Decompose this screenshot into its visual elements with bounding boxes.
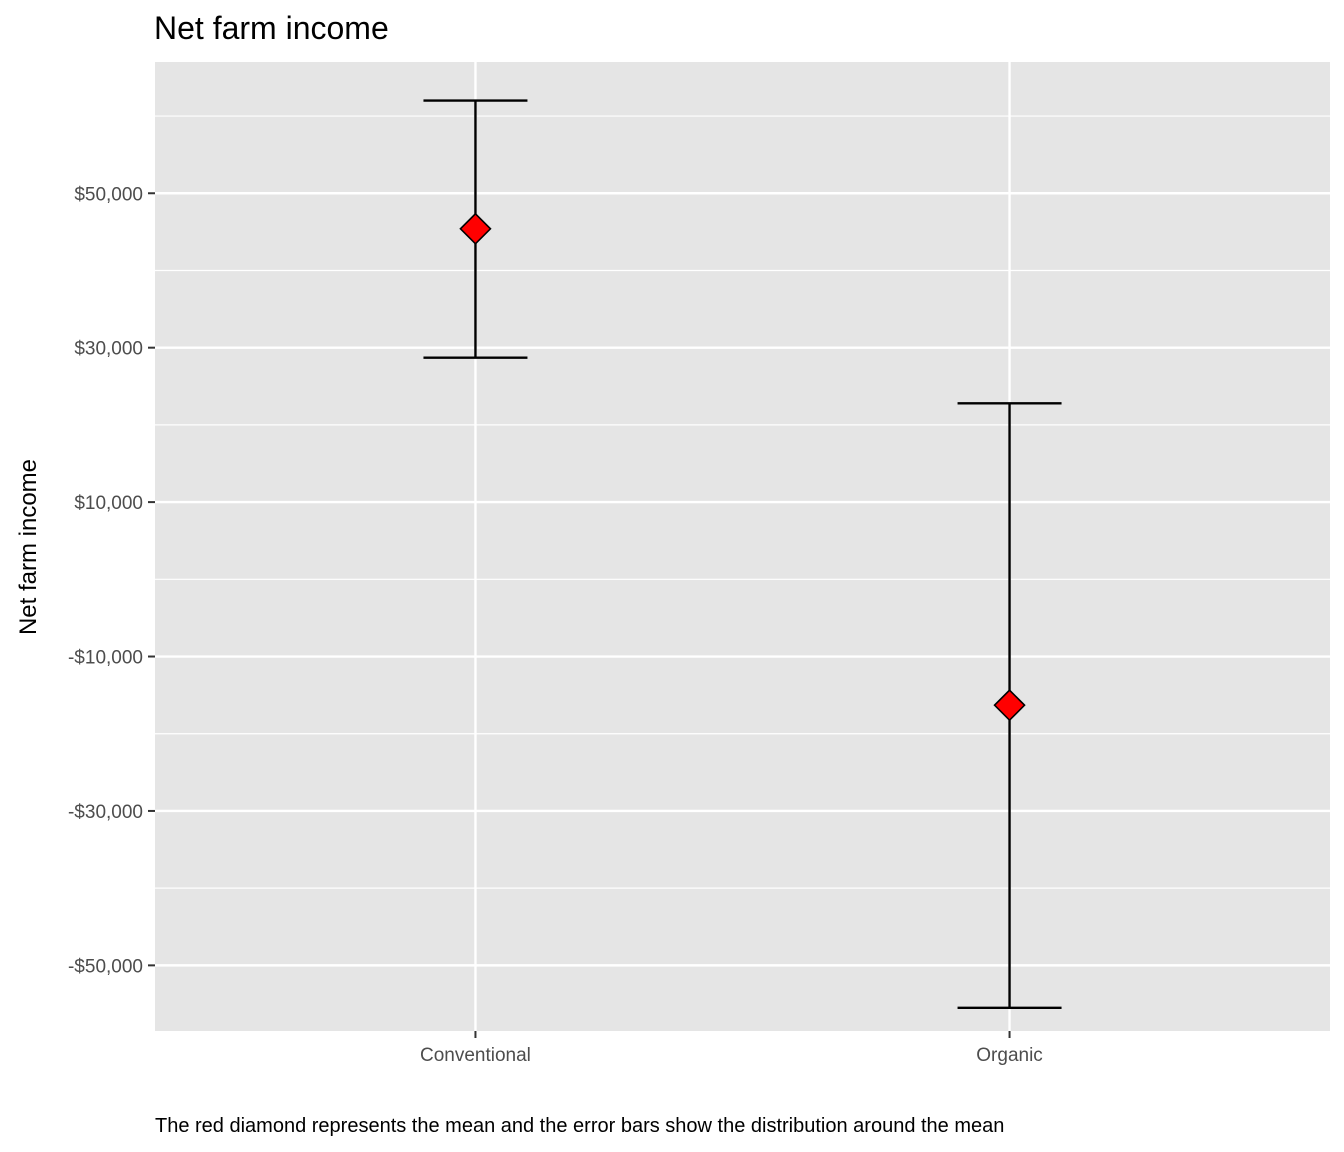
mean-diamond	[993, 689, 1026, 722]
y-tick-label: -$30,000	[68, 802, 143, 823]
y-tick-label: -$10,000	[68, 648, 143, 669]
x-tick-label: Organic	[976, 1045, 1043, 1066]
x-tick-label: Conventional	[420, 1045, 531, 1066]
mean-diamond	[459, 212, 492, 245]
chart-title: Net farm income	[154, 10, 389, 46]
minor-gridlines	[155, 115, 1330, 889]
x-axis-ticks: Conventional Organic	[420, 1031, 1043, 1066]
y-axis-title: Net farm income	[15, 459, 42, 635]
y-tick-label: $50,000	[74, 184, 143, 205]
y-tick-label: $30,000	[74, 339, 143, 360]
y-tick-label: -$50,000	[68, 956, 143, 977]
y-axis-ticks: $50,000 $30,000 $10,000 -$10,000 -$30,000 -$5…	[68, 184, 155, 977]
mean-markers	[459, 212, 1026, 722]
y-tick-label: $10,000	[74, 493, 143, 514]
chart-caption: The red diamond represents the mean and …	[155, 1115, 1004, 1137]
plot-panel	[155, 62, 1330, 1031]
